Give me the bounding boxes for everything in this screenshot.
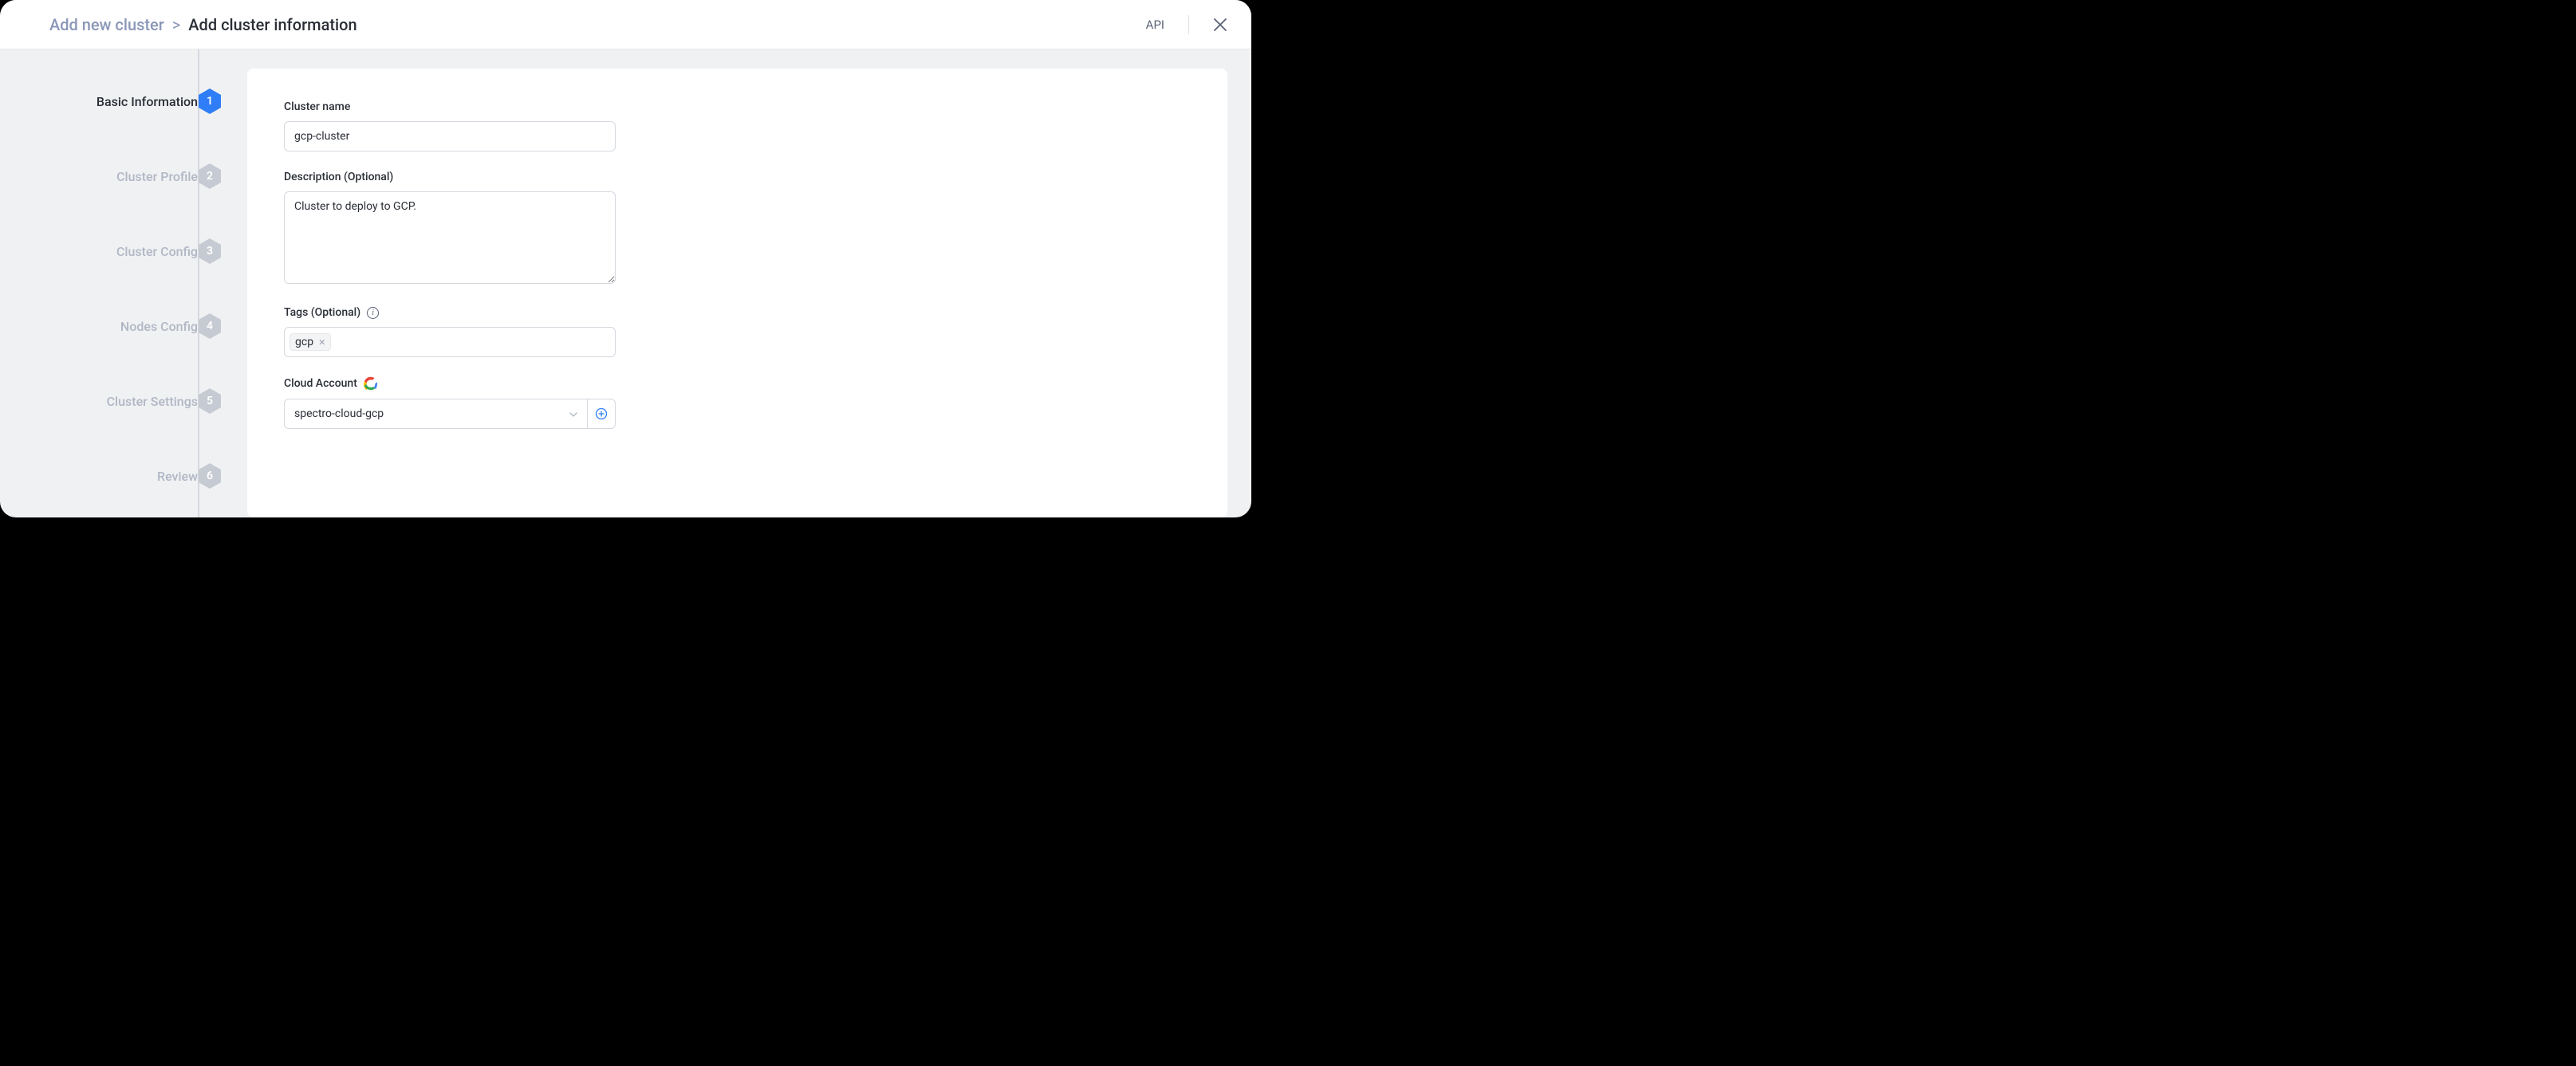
breadcrumb-current: Add cluster information	[188, 15, 356, 34]
wizard-step-label: Cluster Profile	[116, 169, 198, 184]
body: Basic Information1Cluster Profile2Cluste…	[0, 49, 1251, 517]
wizard-step[interactable]: Cluster Settings 5	[0, 389, 247, 413]
close-button[interactable]	[1213, 18, 1227, 32]
main-panel: Cluster name Description (Optional) Tags…	[247, 49, 1251, 517]
cloud-account-label-row: Cloud Account	[284, 376, 1191, 391]
tag-remove-icon[interactable]: ✕	[318, 337, 325, 348]
cloud-account-select[interactable]: spectro-cloud-gcp	[284, 399, 587, 429]
info-icon[interactable]: i	[367, 307, 379, 319]
description-group: Description (Optional)	[284, 171, 1191, 287]
divider	[1188, 15, 1189, 34]
header: Add new cluster > Add cluster informatio…	[0, 0, 1251, 49]
wizard-step-badge: 2	[198, 163, 222, 190]
wizard-step-number: 3	[207, 245, 213, 258]
wizard-step-number: 1	[207, 95, 213, 108]
add-cloud-account-button[interactable]	[587, 399, 616, 429]
cloud-account-label: Cloud Account	[284, 377, 357, 390]
wizard-step-label: Cluster Config	[116, 244, 198, 259]
api-link[interactable]: API	[1146, 18, 1164, 32]
cluster-name-input[interactable]	[284, 121, 616, 151]
wizard-step-badge: 1	[198, 88, 222, 115]
tags-input[interactable]: gcp ✕	[284, 327, 616, 357]
wizard-step[interactable]: Cluster Config 3	[0, 239, 247, 263]
cluster-name-group: Cluster name	[284, 100, 1191, 151]
wizard-step-badge: 6	[198, 462, 222, 490]
cluster-name-label: Cluster name	[284, 100, 1191, 113]
wizard-step-label: Nodes Config	[120, 319, 198, 334]
wizard-step-badge: 4	[198, 313, 222, 340]
chevron-down-icon	[569, 409, 577, 419]
wizard-sidebar: Basic Information1Cluster Profile2Cluste…	[0, 49, 247, 517]
tags-label-row: Tags (Optional) i	[284, 306, 1191, 319]
close-icon	[1213, 18, 1227, 32]
step-connector-line	[198, 49, 199, 517]
cloud-account-select-wrapper: spectro-cloud-gcp	[284, 399, 587, 429]
breadcrumb-root[interactable]: Add new cluster	[49, 15, 164, 34]
wizard-step-badge: 5	[198, 387, 222, 415]
cloud-account-value: spectro-cloud-gcp	[294, 407, 384, 420]
wizard-step-number: 4	[207, 320, 213, 332]
tags-label: Tags (Optional)	[284, 306, 360, 319]
tag-chip: gcp ✕	[290, 333, 331, 351]
breadcrumb: Add new cluster > Add cluster informatio…	[49, 15, 357, 34]
plus-circle-icon	[595, 407, 608, 420]
wizard-step-label: Cluster Settings	[107, 394, 198, 409]
gcp-icon	[364, 376, 378, 391]
wizard-step-number: 5	[207, 395, 213, 407]
cloud-account-row: spectro-cloud-gcp	[284, 399, 616, 429]
wizard-step-number: 2	[207, 170, 213, 183]
tag-text: gcp	[295, 336, 313, 348]
description-label: Description (Optional)	[284, 171, 1191, 183]
wizard-step-badge: 3	[198, 238, 222, 265]
breadcrumb-separator: >	[172, 15, 180, 34]
description-textarea[interactable]	[284, 191, 616, 284]
app-root: Add new cluster > Add cluster informatio…	[0, 0, 1251, 517]
form-card: Cluster name Description (Optional) Tags…	[247, 69, 1227, 517]
wizard-step[interactable]: Review 6	[0, 464, 247, 488]
wizard-step-label: Review	[157, 469, 198, 484]
wizard-step-number: 6	[207, 470, 213, 482]
wizard-step-label: Basic Information	[97, 94, 198, 109]
wizard-step[interactable]: Cluster Profile 2	[0, 164, 247, 188]
wizard-step[interactable]: Basic Information 1	[0, 89, 247, 113]
tags-group: Tags (Optional) i gcp ✕	[284, 306, 1191, 357]
cloud-account-group: Cloud Account	[284, 376, 1191, 429]
header-right: API	[1146, 15, 1227, 34]
wizard-step[interactable]: Nodes Config 4	[0, 314, 247, 338]
